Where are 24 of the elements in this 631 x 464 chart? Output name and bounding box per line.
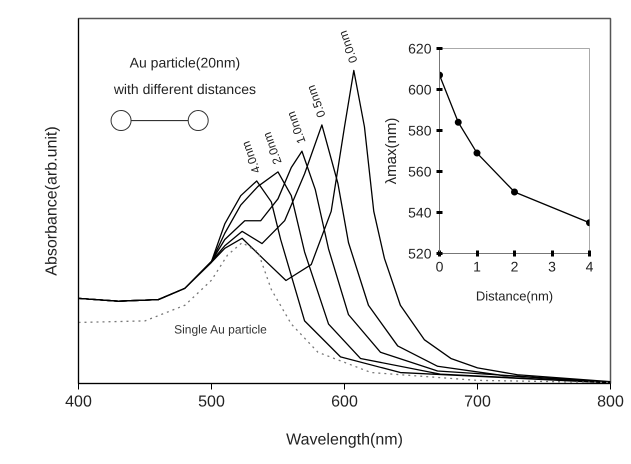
text: 0.0nm <box>336 28 360 65</box>
text: Au particle(20nm) <box>130 54 240 70</box>
y-tick-label: 620 <box>408 40 432 56</box>
series-label: Single Au particle <box>174 322 268 337</box>
x-tick-label: 600 <box>331 394 358 410</box>
x-tick-label: 400 <box>65 394 92 410</box>
x-tick-label: 3 <box>548 258 556 274</box>
y-axis-title: Absorbance(arb.unit) <box>44 126 60 276</box>
x-tick-label: 500 <box>198 394 225 410</box>
y-tick-label: 580 <box>408 122 432 138</box>
x-axis-title: Distance(nm) <box>476 288 554 304</box>
x-tick-label: 4 <box>586 258 594 274</box>
x-tick-label: 700 <box>464 394 491 410</box>
x-tick-label: 1 <box>473 258 482 274</box>
y-tick-label: 540 <box>408 204 432 220</box>
x-tick-label: 800 <box>597 394 624 410</box>
y-axis-title: λmax(nm) <box>383 118 400 184</box>
x-tick-label: 0 <box>436 258 444 274</box>
x-axis-title: Wavelength(nm) <box>286 432 403 448</box>
x-tick-label: 2 <box>510 258 519 274</box>
y-tick-label: 520 <box>408 246 432 262</box>
annotation: with different distances <box>112 81 256 98</box>
y-tick-label: 600 <box>408 82 432 98</box>
y-tick-label: 560 <box>408 164 432 180</box>
